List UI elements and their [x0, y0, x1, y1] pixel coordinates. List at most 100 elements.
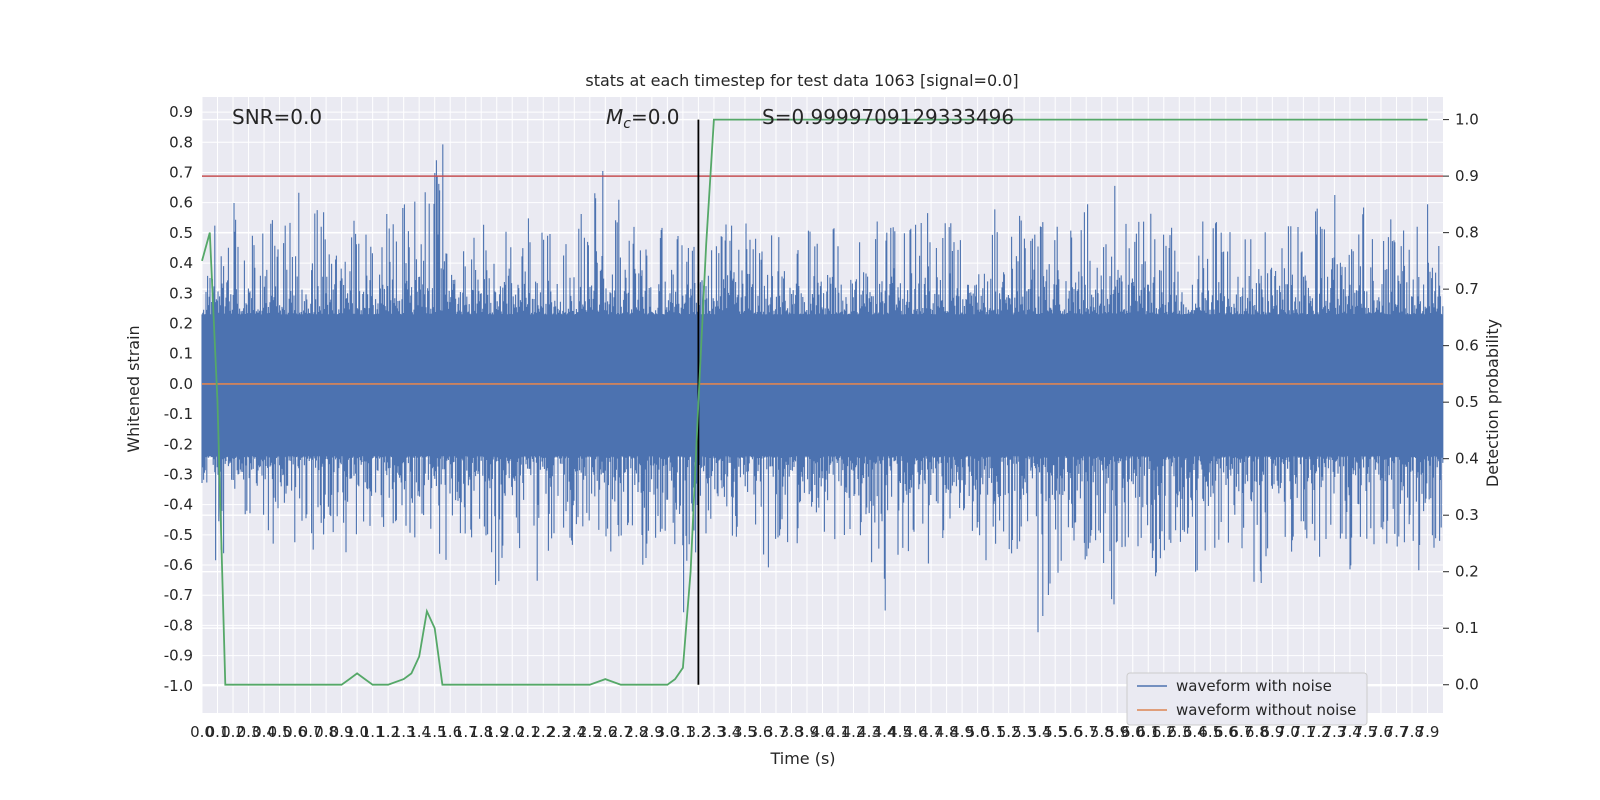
- x-tick-label: 0.6: [283, 723, 307, 741]
- x-tick-label: 6.3: [1167, 723, 1191, 741]
- x-axis-label: Time (s): [769, 749, 835, 768]
- x-tick-label: 0.7: [299, 723, 323, 741]
- x-axis-ticks: 0.00.10.20.30.40.50.60.70.80.91.01.11.21…: [190, 723, 1439, 741]
- x-tick-label: 5.2: [997, 723, 1021, 741]
- y2-tick-label: 0.9: [1455, 167, 1479, 185]
- x-tick-label: 5.9: [1105, 723, 1129, 741]
- x-tick-label: 6.2: [1152, 723, 1176, 741]
- x-tick-label: 3.5: [733, 723, 757, 741]
- x-tick-label: 2.6: [593, 723, 617, 741]
- x-tick-label: 2.3: [547, 723, 571, 741]
- y-tick-label: 0.7: [169, 163, 193, 181]
- y-tick-label: -1.0: [164, 677, 193, 695]
- x-tick-label: 3.3: [702, 723, 726, 741]
- y2-tick-label: 0.6: [1455, 337, 1479, 355]
- y-tick-label: 0.9: [169, 103, 193, 121]
- x-tick-label: 1.4: [407, 723, 431, 741]
- y-tick-label: -0.7: [164, 586, 193, 604]
- y2-tick-label: 0.1: [1455, 619, 1479, 637]
- x-tick-label: 2.9: [640, 723, 664, 741]
- x-tick-label: 6.4: [1183, 723, 1207, 741]
- y-tick-label: -0.5: [164, 526, 193, 544]
- x-tick-label: 1.5: [423, 723, 447, 741]
- x-tick-label: 3.6: [749, 723, 773, 741]
- y-tick-label: -0.9: [164, 647, 193, 665]
- y2-tick-label: 0.4: [1455, 450, 1479, 468]
- x-tick-label: 7.8: [1400, 723, 1424, 741]
- y2-tick-label: 0.0: [1455, 676, 1479, 694]
- mc-value: =0.0: [631, 105, 680, 129]
- x-tick-label: 0.4: [252, 723, 276, 741]
- x-tick-label: 0.3: [237, 723, 261, 741]
- x-tick-label: 4.2: [842, 723, 866, 741]
- x-tick-label: 5.4: [1028, 723, 1052, 741]
- y-tick-label: 0.3: [169, 284, 193, 302]
- y2-axis-label: Detection probability: [1483, 319, 1502, 487]
- x-tick-label: 5.0: [966, 723, 990, 741]
- x-tick-label: 2.8: [624, 723, 648, 741]
- x-tick-label: 5.7: [1074, 723, 1098, 741]
- x-tick-label: 3.8: [780, 723, 804, 741]
- x-tick-label: 7.7: [1385, 723, 1409, 741]
- legend-box: [1126, 672, 1368, 726]
- y2-tick-label: 0.5: [1455, 393, 1479, 411]
- x-tick-label: 1.2: [376, 723, 400, 741]
- x-tick-label: 6.0: [1121, 723, 1145, 741]
- x-tick-label: 5.3: [1012, 723, 1036, 741]
- x-tick-label: 0.8: [314, 723, 338, 741]
- x-tick-label: 2.1: [516, 723, 540, 741]
- mc-annotation: Mc=0.0: [606, 105, 680, 132]
- x-tick-label: 6.9: [1260, 723, 1284, 741]
- x-tick-label: 3.0: [655, 723, 679, 741]
- y-tick-label: -0.8: [164, 616, 193, 634]
- x-tick-label: 2.4: [562, 723, 586, 741]
- x-tick-label: 6.8: [1245, 723, 1269, 741]
- x-tick-label: 5.6: [1059, 723, 1083, 741]
- y2-axis-ticks: 0.0 0.1 0.2 0.3 0.4 0.5 0.6 0.7 0.8 0.9 1.0: [1443, 111, 1479, 694]
- x-tick-label: 4.7: [919, 723, 943, 741]
- y2-tick-label: 0.7: [1455, 280, 1479, 298]
- chart-title: stats at each timestep for test data 106…: [585, 71, 1018, 90]
- y-tick-label: 0.4: [169, 254, 193, 272]
- x-tick-label: 1.0: [345, 723, 369, 741]
- x-tick-label: 0.0: [190, 723, 214, 741]
- y-tick-label: 0.1: [169, 345, 193, 363]
- x-tick-label: 7.1: [1291, 723, 1315, 741]
- x-tick-label: 3.4: [717, 723, 741, 741]
- series-detection-probability: [201, 118, 1428, 686]
- y-axis-label: Whitened strain: [124, 325, 143, 452]
- x-tick-label: 4.9: [950, 723, 974, 741]
- mc-subscript: c: [623, 116, 631, 132]
- x-tick-label: 4.8: [935, 723, 959, 741]
- x-tick-label: 5.8: [1090, 723, 1114, 741]
- y-tick-label: 0.5: [169, 224, 193, 242]
- x-tick-label: 0.9: [330, 723, 354, 741]
- y-tick-label: -0.2: [164, 435, 193, 453]
- plot-area: [201, 97, 1444, 713]
- x-tick-label: 3.2: [686, 723, 710, 741]
- x-tick-label: 1.9: [485, 723, 509, 741]
- x-tick-label: 6.5: [1198, 723, 1222, 741]
- x-tick-label: 7.6: [1369, 723, 1393, 741]
- x-tick-label: 1.6: [438, 723, 462, 741]
- x-tick-label: 4.4: [873, 723, 897, 741]
- y-tick-label: 0.2: [169, 314, 193, 332]
- s-annotation: S=0.9999709129333496: [762, 105, 1014, 129]
- snr-annotation: SNR=0.0: [232, 105, 322, 129]
- x-tick-label: 7.0: [1276, 723, 1300, 741]
- legend-label-clean: waveform without noise: [1176, 701, 1356, 719]
- y2-tick-label: 1.0: [1455, 111, 1479, 129]
- x-tick-label: 7.3: [1322, 723, 1346, 741]
- y-tick-label: 0.0: [169, 375, 193, 393]
- x-tick-label: 0.2: [221, 723, 245, 741]
- x-tick-label: 1.8: [469, 723, 493, 741]
- x-tick-label: 5.5: [1043, 723, 1067, 741]
- x-tick-label: 7.4: [1338, 723, 1362, 741]
- y2-tick-label: 0.3: [1455, 506, 1479, 524]
- x-tick-label: 4.6: [904, 723, 928, 741]
- x-tick-label: 7.5: [1354, 723, 1378, 741]
- x-tick-label: 4.0: [811, 723, 835, 741]
- probability-line: [201, 118, 1428, 686]
- x-tick-label: 6.7: [1229, 723, 1253, 741]
